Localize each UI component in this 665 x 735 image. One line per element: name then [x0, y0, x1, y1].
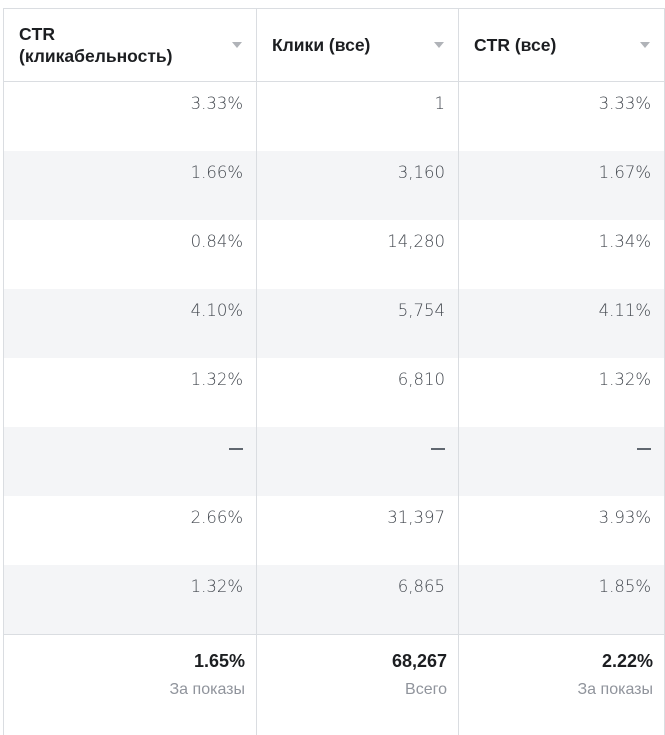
- cell-ctr-all: 1.85%: [459, 565, 665, 634]
- cell-value: 1.66%: [190, 163, 243, 182]
- column-header-clicks[interactable]: Клики (все): [257, 9, 459, 81]
- cell-ctr: 2.66%: [4, 496, 257, 565]
- cell-ctr: 1.32%: [4, 565, 257, 634]
- cell-value: 1.34%: [598, 232, 651, 251]
- cell-value: 6,865: [397, 577, 445, 596]
- table-row[interactable]: 1.66% 3,160 1.67%: [4, 151, 665, 220]
- cell-ctr-all: 1.34%: [459, 220, 665, 289]
- table-row[interactable]: 0.84% 14,280 1.34%: [4, 220, 665, 289]
- table-row[interactable]: 1.32% 6,865 1.85%: [4, 565, 665, 634]
- cell-ctr: 1.32%: [4, 358, 257, 427]
- cell-ctr-all: 1.32%: [459, 358, 665, 427]
- total-clicks-value: 68,267: [391, 651, 447, 671]
- total-ctr-all-value: 2.22%: [601, 651, 653, 671]
- cell-ctr: 0.84%: [4, 220, 257, 289]
- cell-value: 3,160: [397, 163, 445, 182]
- cell-clicks: 31,397: [257, 496, 459, 565]
- table-header: CTR (кликабельность) Клики (все) CTR (вс…: [4, 9, 665, 82]
- table-footer-totals: 1.65% За показы 68,267 Всего 2.22% За по…: [4, 634, 665, 735]
- table-row[interactable]: 2.66% 31,397 3.93%: [4, 496, 665, 565]
- sort-caret-icon[interactable]: [640, 42, 650, 48]
- cell-clicks: [257, 427, 459, 496]
- column-header-ctr-line2: (кликабельность): [19, 46, 173, 66]
- cell-value: 4.10%: [190, 301, 243, 320]
- cell-ctr-all: 3.93%: [459, 496, 665, 565]
- cell-value: 6,810: [397, 370, 445, 389]
- cell-ctr-all: [459, 427, 665, 496]
- cell-value: 1: [434, 94, 446, 113]
- table-row[interactable]: 4.10% 5,754 4.11%: [4, 289, 665, 358]
- total-ctr-value: 1.65%: [193, 651, 245, 671]
- cell-value: 3.33%: [598, 94, 651, 113]
- total-clicks-caption: Всего: [405, 681, 447, 698]
- cell-value: 1.85%: [598, 577, 651, 596]
- cell-clicks: 14,280: [257, 220, 459, 289]
- cell-value: 1.67%: [598, 163, 651, 182]
- cell-ctr: [4, 427, 257, 496]
- table-row[interactable]: 1.32% 6,810 1.32%: [4, 358, 665, 427]
- column-header-ctr-all[interactable]: CTR (все): [459, 9, 665, 81]
- cell-value: 5,754: [397, 301, 445, 320]
- cell-value: 2.66%: [190, 508, 243, 527]
- cell-ctr: 3.33%: [4, 82, 257, 151]
- cell-value: 14,280: [387, 232, 445, 251]
- table-body: 3.33% 1 3.33% 1.66% 3,160 1.67% 0.84% 14,280 1.3…: [4, 82, 665, 634]
- cell-ctr-all: 4.11%: [459, 289, 665, 358]
- cell-value: 1.32%: [190, 370, 243, 389]
- cell-clicks: 6,865: [257, 565, 459, 634]
- total-clicks-cell: 68,267 Всего: [257, 635, 459, 735]
- cell-ctr-all: 3.33%: [459, 82, 665, 151]
- total-ctr-caption: За показы: [169, 681, 245, 698]
- cell-value: 3.93%: [598, 508, 651, 527]
- sort-caret-icon[interactable]: [232, 42, 242, 48]
- total-ctr-cell: 1.65% За показы: [4, 635, 257, 735]
- column-header-ctr[interactable]: CTR (кликабельность): [4, 9, 257, 81]
- cell-value: 3.33%: [190, 94, 243, 113]
- total-ctr-all-caption: За показы: [577, 681, 653, 698]
- column-header-ctr-line1: CTR: [19, 24, 55, 44]
- cell-ctr-all: 1.67%: [459, 151, 665, 220]
- cell-clicks: 1: [257, 82, 459, 151]
- cell-value: 1.32%: [190, 577, 243, 596]
- empty-value-dash: [229, 448, 243, 450]
- cell-value: 1.32%: [598, 370, 651, 389]
- cell-clicks: 3,160: [257, 151, 459, 220]
- total-ctr-all-cell: 2.22% За показы: [459, 635, 665, 735]
- cell-clicks: 5,754: [257, 289, 459, 358]
- empty-value-dash: [431, 448, 445, 450]
- cell-ctr: 1.66%: [4, 151, 257, 220]
- cell-clicks: 6,810: [257, 358, 459, 427]
- metrics-table: CTR (кликабельность) Клики (все) CTR (вс…: [3, 8, 665, 735]
- table-row[interactable]: [4, 427, 665, 496]
- cell-value: 31,397: [387, 508, 445, 527]
- empty-value-dash: [637, 448, 651, 450]
- cell-ctr: 4.10%: [4, 289, 257, 358]
- cell-value: 0.84%: [190, 232, 243, 251]
- cell-value: 4.11%: [598, 301, 651, 320]
- sort-caret-icon[interactable]: [434, 42, 444, 48]
- table-row[interactable]: 3.33% 1 3.33%: [4, 82, 665, 151]
